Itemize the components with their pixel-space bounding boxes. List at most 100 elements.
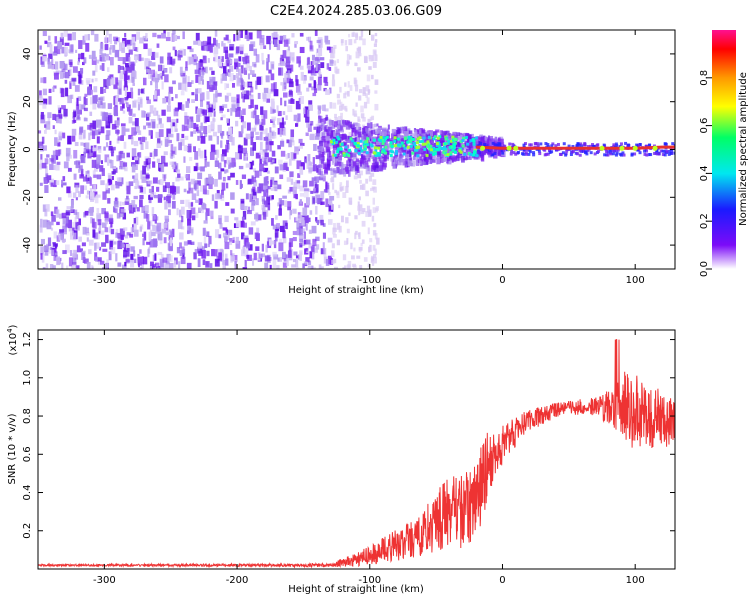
spectrogram-cell — [45, 165, 48, 174]
snr-y-label: SNR (10 * v/v) — [7, 413, 18, 484]
spectrogram-cell — [511, 142, 515, 146]
spectrogram-cell — [211, 194, 215, 201]
spectrogram-cell — [132, 100, 137, 108]
spectrogram-cell — [113, 112, 119, 117]
spectrogram-cell — [353, 175, 358, 180]
spectrogram-cell — [286, 77, 292, 84]
spectrogram-cell — [401, 137, 405, 142]
spectrogram-cell — [487, 138, 490, 144]
spectrogram-cell — [474, 141, 478, 148]
spectrogram-cell — [276, 265, 280, 269]
spectrogram-cell — [494, 136, 497, 144]
spectrogram-cell — [144, 58, 149, 65]
spectrogram-cell — [242, 108, 246, 115]
spectrogram-cell — [360, 105, 364, 113]
spectrogram-cell — [220, 78, 223, 84]
spectrogram-cell — [135, 47, 139, 52]
spectrogram-cell — [54, 36, 58, 44]
spectrogram-cell — [113, 241, 117, 245]
spectrogram-cell — [107, 103, 113, 110]
spectrogram-cell — [231, 253, 235, 257]
spectrogram-cell — [248, 65, 252, 71]
spectrogram-cell — [193, 55, 197, 60]
spectrogram-cell — [667, 150, 671, 154]
spectrogram-cell — [61, 212, 67, 219]
spectrogram-cell — [359, 170, 363, 176]
spectrogram-cell — [277, 184, 282, 190]
spectrogram-cell — [466, 142, 470, 146]
spectrogram-cell — [284, 100, 287, 107]
spectrogram-cell — [213, 47, 219, 55]
spectrogram-cell — [210, 121, 215, 130]
spectrogram-cell — [337, 99, 341, 105]
spectrogram-cell — [90, 30, 95, 36]
spectrogram-cell — [226, 108, 230, 113]
spectrogram-cell — [234, 261, 237, 269]
spectrogram-cell — [290, 178, 294, 185]
spectrogram-cell — [271, 240, 276, 245]
spectrogram-cell — [243, 222, 247, 228]
spectrogram-cell — [144, 205, 149, 214]
spectrogram-cell — [488, 135, 494, 143]
spectrogram-cell — [255, 131, 259, 135]
spectrogram-cell — [73, 161, 77, 165]
spectrogram-cell — [261, 60, 265, 65]
spectrogram-cell — [161, 228, 166, 234]
spectrogram-cell — [296, 160, 302, 170]
snr-multiplier-base: (x10 — [8, 333, 19, 356]
spectrogram-cell — [358, 89, 363, 94]
spectrogram-cell — [200, 246, 206, 251]
spectrogram-cell — [488, 151, 492, 155]
spectrogram-cell — [220, 194, 225, 201]
spectrogram-cell — [227, 131, 231, 139]
spectrogram-cell — [164, 220, 168, 225]
spectrogram-cell — [363, 145, 367, 149]
spectrogram-cell — [287, 206, 292, 211]
spectrogram-cell — [242, 267, 248, 269]
spectrogram-cell — [245, 163, 251, 168]
spectrogram-cell — [637, 148, 641, 152]
spectrogram-cell — [255, 54, 260, 63]
spectrogram-cell — [236, 102, 240, 109]
spectrogram-cell — [206, 42, 211, 52]
spectrogram-cell — [396, 137, 400, 141]
spectrogram-cell — [320, 201, 325, 205]
spectrogram-cell — [311, 68, 315, 74]
spectrogram-cell — [128, 181, 134, 187]
spectrogram-cell — [162, 185, 167, 193]
spectrogram-cell — [282, 220, 288, 227]
spectrogram-cell — [355, 165, 359, 171]
spectrogram-cell — [94, 129, 99, 136]
spectrogram-cell — [308, 104, 313, 111]
spectrogram-cell — [59, 115, 62, 124]
spectrogram-cell — [345, 123, 351, 130]
spectrogram-cell — [152, 177, 158, 184]
spectrogram-cell — [125, 243, 131, 252]
spectrogram-cell — [340, 112, 343, 120]
spectrogram-cell — [131, 148, 137, 157]
spectrogram-cell — [212, 131, 218, 137]
spectrogram-cell — [66, 265, 69, 269]
spectrogram-cell — [488, 141, 494, 147]
spectrogram-cell — [288, 91, 294, 97]
spectrogram-cell — [120, 123, 126, 127]
spectrogram-cell — [621, 151, 625, 155]
spectrogram-cell — [343, 169, 347, 177]
spectrogram-cell — [353, 110, 357, 117]
spectrogram-cell — [184, 115, 189, 125]
spectrogram-cell — [294, 40, 299, 45]
spectrogram-cell — [420, 148, 426, 154]
spectrogram-cell — [110, 228, 115, 235]
spectrogram-cell — [55, 70, 60, 75]
spectrogram-cell — [317, 68, 321, 75]
spectrogram-cell — [198, 76, 201, 85]
spectrogram-cell — [374, 79, 379, 85]
spectrogram-cell — [262, 167, 265, 172]
spectrogram-cell — [440, 147, 444, 151]
spectrogram-cell — [360, 149, 364, 153]
spectrogram-cell — [287, 201, 292, 208]
spectrogram-cell — [353, 39, 357, 44]
spectrogram-cell — [480, 154, 485, 162]
spectrogram-cell — [564, 153, 568, 157]
spectrogram-cell — [105, 142, 109, 148]
